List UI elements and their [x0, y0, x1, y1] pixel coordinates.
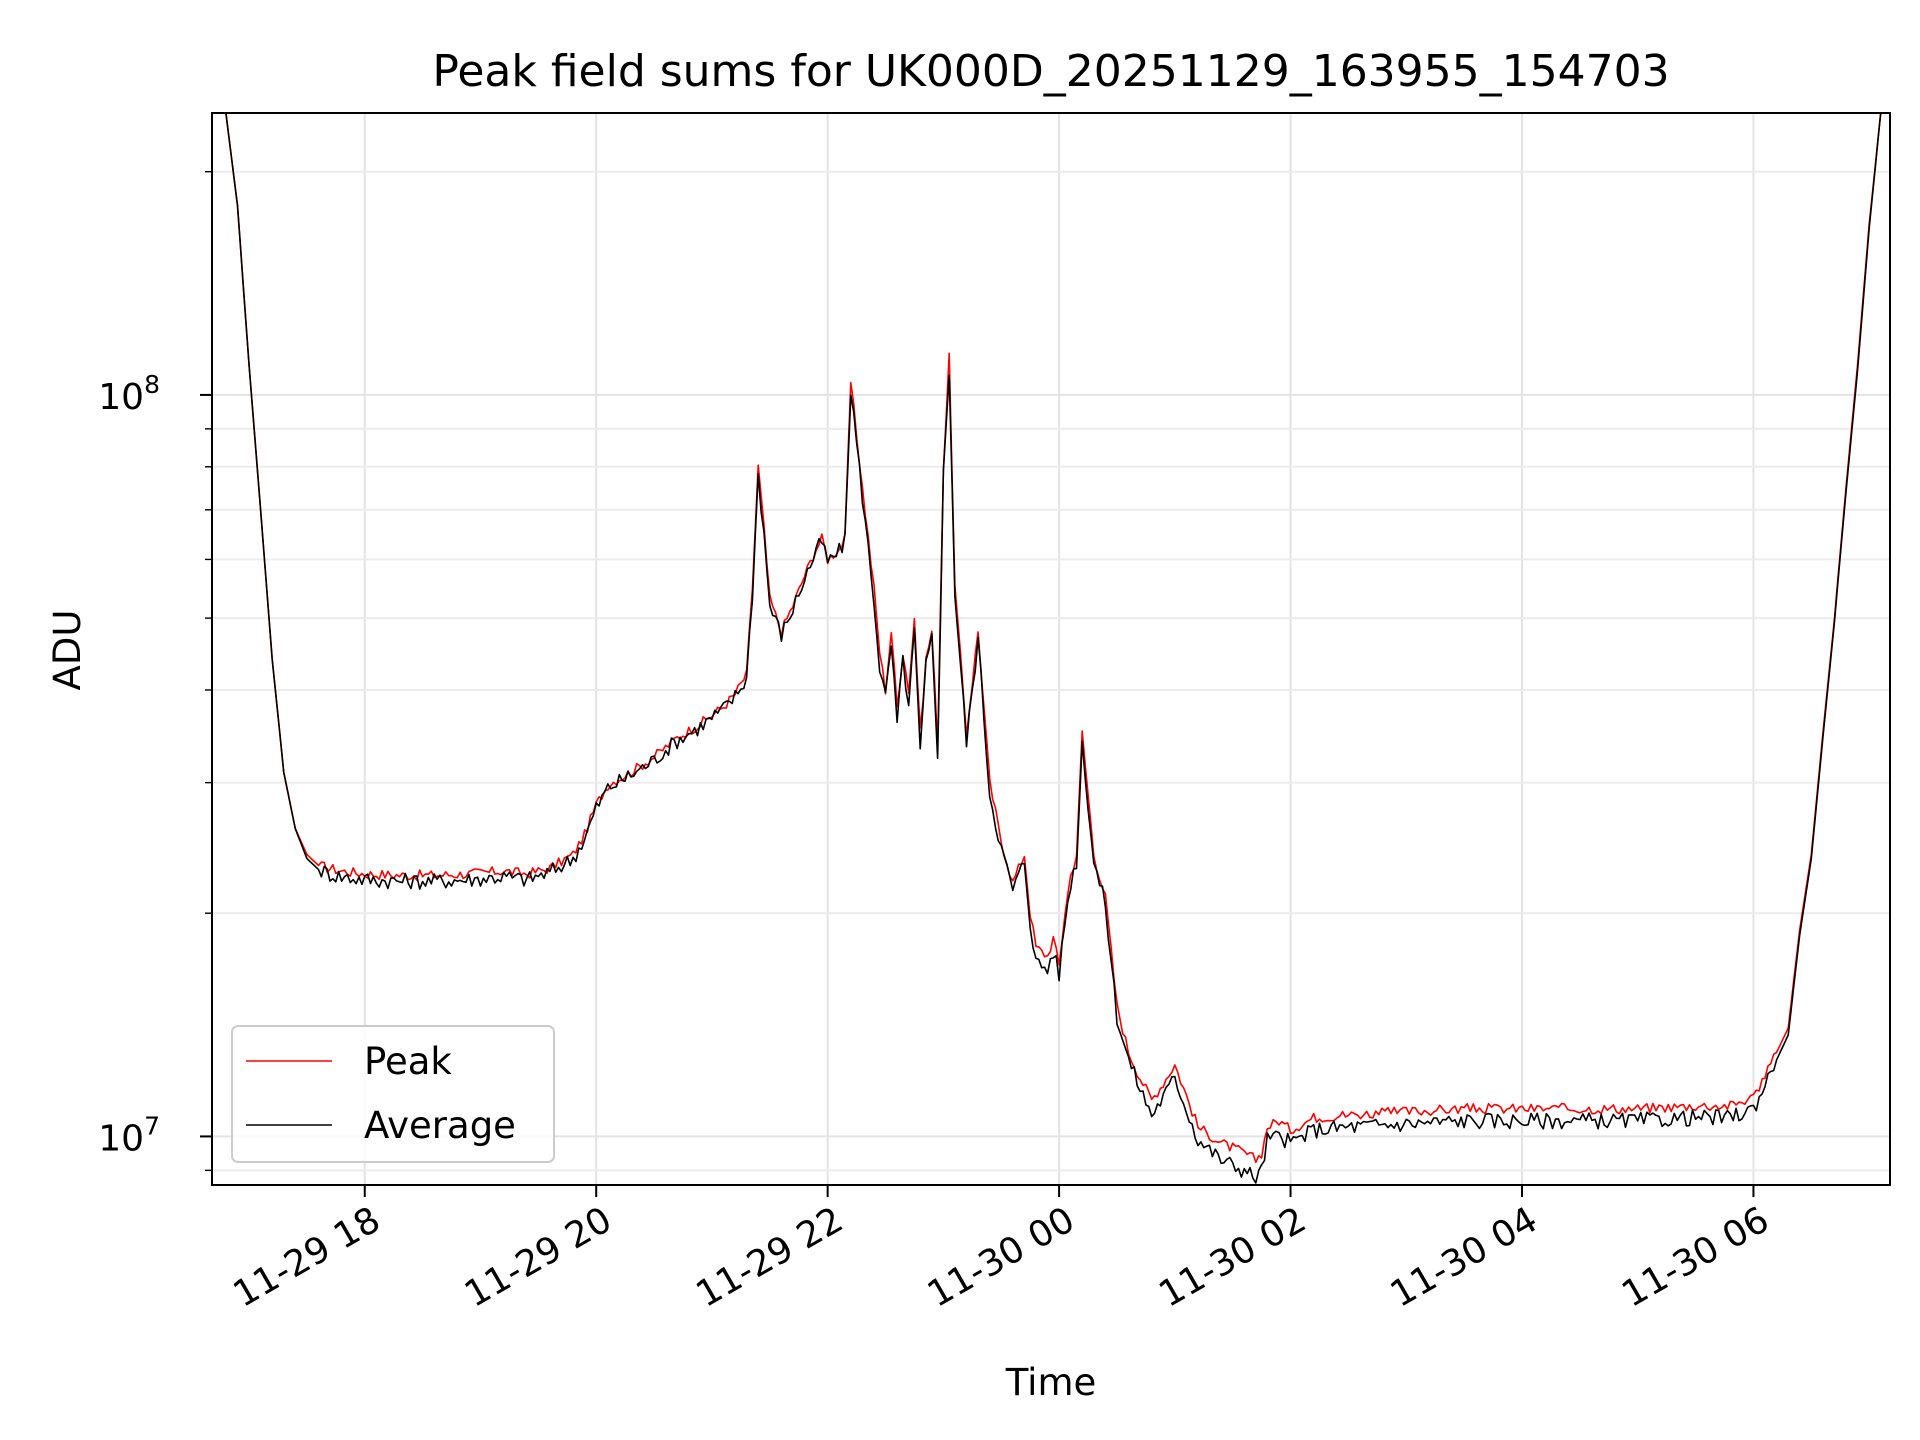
- peak-series-line: [225, 113, 1882, 1164]
- chart-title: Peak field sums for UK000D_20251129_1639…: [432, 46, 1669, 97]
- x-axis-label: Time: [1005, 1361, 1097, 1404]
- y-tick-label: 107: [98, 1111, 160, 1159]
- plot-series: [225, 113, 1882, 1184]
- legend: Peak Average: [231, 1025, 555, 1163]
- y-tick-exponent: 8: [144, 370, 160, 399]
- x-tick-label: 11-30 02: [1152, 1199, 1313, 1315]
- y-tick-exponent: 7: [144, 1111, 160, 1140]
- x-tick-label: 11-29 20: [458, 1199, 619, 1315]
- x-tick-label: 11-29 22: [689, 1199, 850, 1315]
- legend-box: [231, 1025, 555, 1163]
- y-tick-base: 10: [98, 377, 144, 418]
- y-axis-label: ADU: [46, 610, 89, 691]
- legend-average-label: Average: [364, 1104, 516, 1147]
- plot-frame: [211, 112, 1891, 1186]
- grid: [212, 113, 1890, 1185]
- y-tick-base: 10: [98, 1118, 144, 1159]
- x-tick-label: 11-30 04: [1384, 1199, 1545, 1315]
- x-tick-label: 11-29 18: [227, 1199, 388, 1315]
- x-tick-label: 11-30 00: [921, 1199, 1082, 1315]
- average-series-line: [225, 113, 1882, 1184]
- x-tick-label: 11-30 06: [1615, 1199, 1776, 1315]
- legend-peak-label: Peak: [364, 1040, 452, 1083]
- y-tick-label: 108: [98, 370, 160, 418]
